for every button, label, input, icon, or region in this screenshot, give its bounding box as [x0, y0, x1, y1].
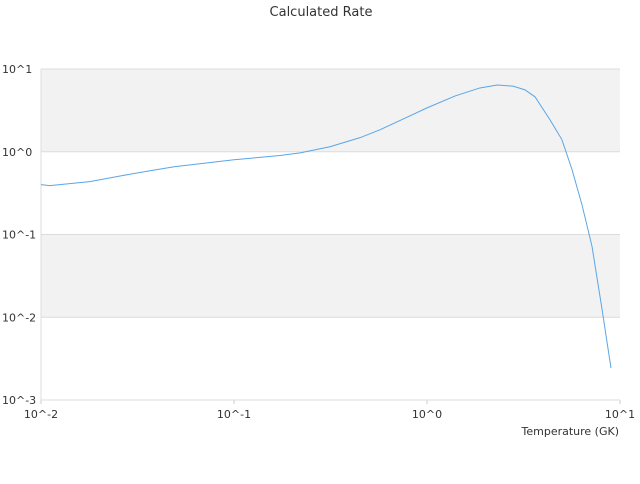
x-axis-label: Temperature (GK) [521, 425, 620, 438]
grid-band [41, 234, 620, 318]
x-tick-label: 10^1 [605, 408, 635, 421]
series-line [40, 84, 612, 369]
x-tick-label: 10^-1 [217, 408, 251, 421]
y-tick-label: 10^-2 [2, 311, 36, 324]
y-tick-label: 10^1 [2, 63, 32, 76]
grid-band [41, 69, 620, 152]
y-tick-label: 10^0 [2, 146, 32, 159]
chart-title: Calculated Rate [270, 5, 373, 20]
y-tick-label: 10^-3 [2, 394, 36, 407]
y-tick-label: 10^-1 [2, 229, 36, 242]
x-tick-label: 10^-2 [24, 408, 58, 421]
grid [41, 68, 620, 401]
x-tick-label: 10^0 [412, 408, 442, 421]
